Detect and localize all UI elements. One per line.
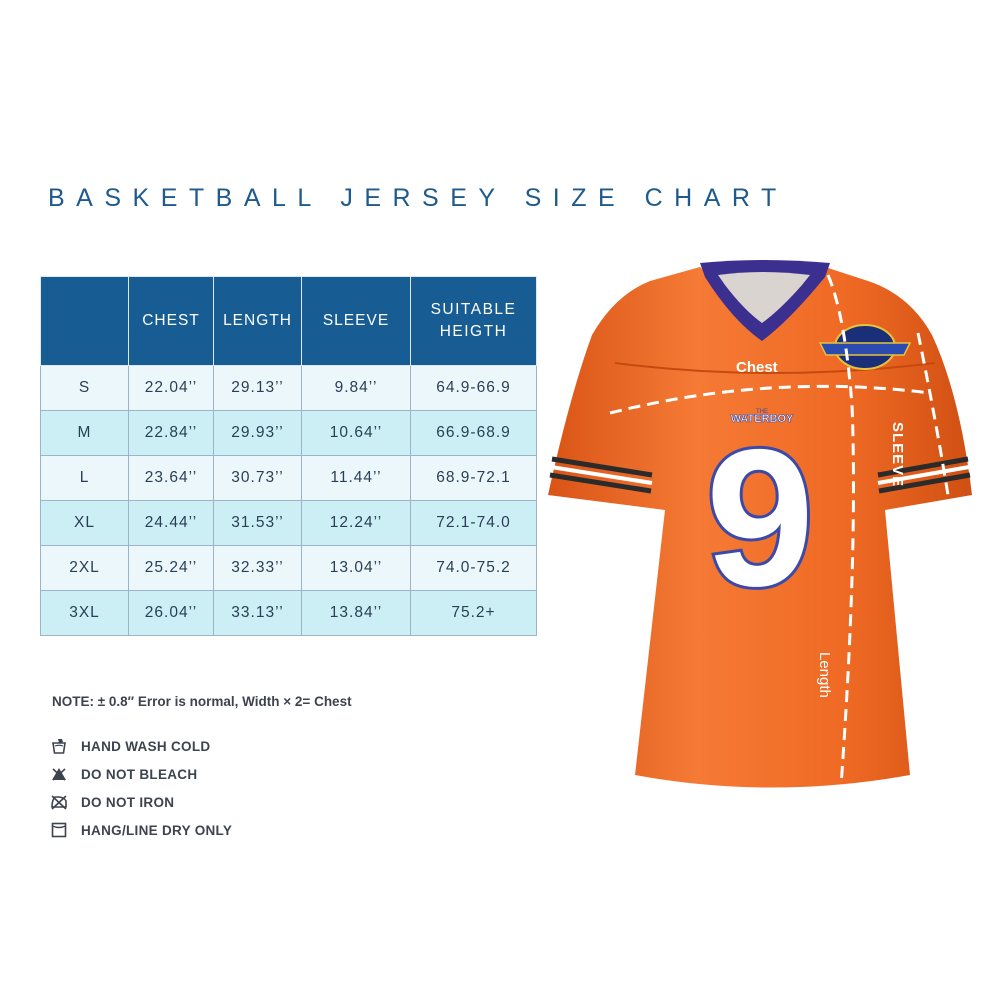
jersey-patch	[818, 324, 912, 370]
page-title: BASKETBALL JERSEY SIZE CHART	[48, 184, 788, 212]
sleeve-stripes-left	[549, 456, 653, 494]
sleeve-label: SLEEVE	[889, 422, 906, 488]
care-label: DO NOT BLEACH	[81, 766, 198, 782]
table-row: M 22.84’’ 29.93’’ 10.64’’ 66.9-68.9	[40, 410, 537, 456]
cell-length: 32.33’’	[213, 545, 302, 591]
cell-size: XL	[40, 500, 129, 546]
cell-size: 2XL	[40, 545, 129, 591]
cell-chest: 22.04’’	[128, 365, 214, 411]
header-sleeve: SLEEVE	[301, 276, 411, 366]
table-row: XL 24.44’’ 31.53’’ 12.24’’ 72.1-74.0	[40, 500, 537, 546]
care-label: HANG/LINE DRY ONLY	[81, 822, 233, 838]
cell-chest: 24.44’’	[128, 500, 214, 546]
cell-sleeve: 12.24’’	[301, 500, 411, 546]
cell-length: 29.93’’	[213, 410, 302, 456]
cell-chest: 26.04’’	[128, 590, 214, 636]
no-iron-icon	[51, 795, 67, 810]
jersey-graphic: THE WATERBOY 9	[548, 260, 972, 801]
cell-suitable-height: 68.9-72.1	[410, 455, 537, 501]
hand-wash-icon	[52, 739, 66, 754]
care-item-line-dry: HANG/LINE DRY ONLY	[50, 816, 232, 844]
table-header-row: CHEST LENGTH SLEEVE SUITABLE HEIGTH	[40, 276, 537, 366]
jersey-body	[548, 267, 972, 788]
measurement-note: NOTE: ± 0.8″ Error is normal, Width × 2=…	[52, 694, 352, 709]
chest-label: Chest	[736, 359, 778, 376]
cell-size: S	[40, 365, 129, 411]
cell-sleeve: 13.84’’	[301, 590, 411, 636]
jersey-team-prefix: THE	[756, 409, 768, 415]
cell-suitable-height: 66.9-68.9	[410, 410, 537, 456]
cell-sleeve: 13.04’’	[301, 545, 411, 591]
table-row: L 23.64’’ 30.73’’ 11.44’’ 68.9-72.1	[40, 455, 537, 501]
table-row: 3XL 26.04’’ 33.13’’ 13.84’’ 75.2+	[40, 590, 537, 636]
size-chart-table: CHEST LENGTH SLEEVE SUITABLE HEIGTH S 22.…	[40, 276, 537, 636]
no-bleach-icon	[52, 768, 66, 781]
cell-length: 31.53’’	[213, 500, 302, 546]
cell-chest: 23.64’’	[128, 455, 214, 501]
table-row: 2XL 25.24’’ 32.33’’ 13.04’’ 74.0-75.2	[40, 545, 537, 591]
cell-length: 30.73’’	[213, 455, 302, 501]
care-item-no-iron: DO NOT IRON	[50, 788, 232, 816]
jersey-number: 9	[706, 409, 814, 627]
header-suitable-height: SUITABLE HEIGTH	[410, 276, 537, 366]
length-measure-line	[826, 274, 855, 801]
jersey-illustration: THE WATERBOY 9 Chest SLEEVE Length	[540, 255, 980, 820]
table-row: S 22.04’’ 29.13’’ 9.84’’ 64.9-66.9	[40, 365, 537, 411]
header-length: LENGTH	[213, 276, 302, 366]
header-size	[40, 276, 129, 366]
header-chest: CHEST	[128, 276, 214, 366]
cell-suitable-height: 75.2+	[410, 590, 537, 636]
length-label: Length	[816, 652, 833, 698]
care-item-no-bleach: DO NOT BLEACH	[50, 760, 232, 788]
care-label: HAND WASH COLD	[81, 738, 211, 754]
cell-size: M	[40, 410, 129, 456]
jersey-team-text: WATERBOY	[731, 413, 794, 425]
cell-sleeve: 10.64’’	[301, 410, 411, 456]
cell-length: 29.13’’	[213, 365, 302, 411]
line-dry-icon	[51, 822, 67, 838]
cell-chest: 25.24’’	[128, 545, 214, 591]
cell-size: L	[40, 455, 129, 501]
cell-suitable-height: 74.0-75.2	[410, 545, 537, 591]
sleeve-measure-line	[916, 332, 950, 496]
cell-chest: 22.84’’	[128, 410, 214, 456]
care-instructions: HAND WASH COLD DO NOT BLEACH DO NOT IRON…	[50, 732, 232, 844]
care-label: DO NOT IRON	[81, 794, 175, 810]
chest-measure-line	[609, 384, 931, 415]
care-item-hand-wash: HAND WASH COLD	[50, 732, 232, 760]
cell-length: 33.13’’	[213, 590, 302, 636]
cell-size: 3XL	[40, 590, 129, 636]
cell-sleeve: 11.44’’	[301, 455, 411, 501]
cell-sleeve: 9.84’’	[301, 365, 411, 411]
cell-suitable-height: 64.9-66.9	[410, 365, 537, 411]
sleeve-stripes-right	[877, 456, 971, 494]
cell-suitable-height: 72.1-74.0	[410, 500, 537, 546]
